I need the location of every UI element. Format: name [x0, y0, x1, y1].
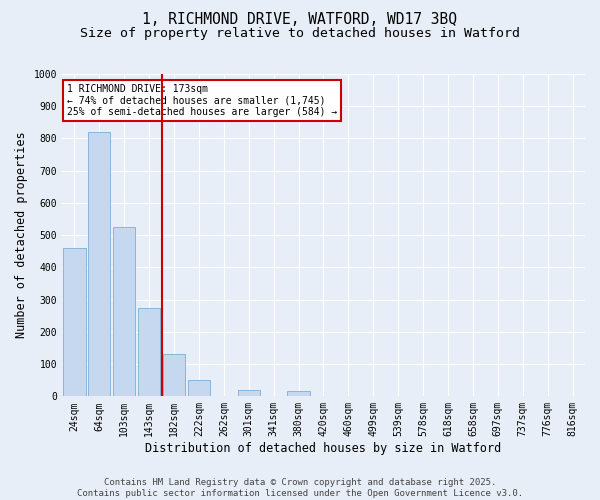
Bar — [188, 380, 210, 396]
Bar — [63, 248, 86, 396]
Bar — [88, 132, 110, 396]
Text: Contains HM Land Registry data © Crown copyright and database right 2025.
Contai: Contains HM Land Registry data © Crown c… — [77, 478, 523, 498]
Y-axis label: Number of detached properties: Number of detached properties — [15, 132, 28, 338]
Bar — [138, 308, 160, 396]
Bar — [238, 390, 260, 396]
Bar — [113, 227, 136, 396]
Text: 1, RICHMOND DRIVE, WATFORD, WD17 3BQ: 1, RICHMOND DRIVE, WATFORD, WD17 3BQ — [143, 12, 458, 28]
Bar — [287, 392, 310, 396]
Text: 1 RICHMOND DRIVE: 173sqm
← 74% of detached houses are smaller (1,745)
25% of sem: 1 RICHMOND DRIVE: 173sqm ← 74% of detach… — [67, 84, 337, 117]
X-axis label: Distribution of detached houses by size in Watford: Distribution of detached houses by size … — [145, 442, 502, 455]
Text: Size of property relative to detached houses in Watford: Size of property relative to detached ho… — [80, 28, 520, 40]
Bar — [163, 354, 185, 397]
